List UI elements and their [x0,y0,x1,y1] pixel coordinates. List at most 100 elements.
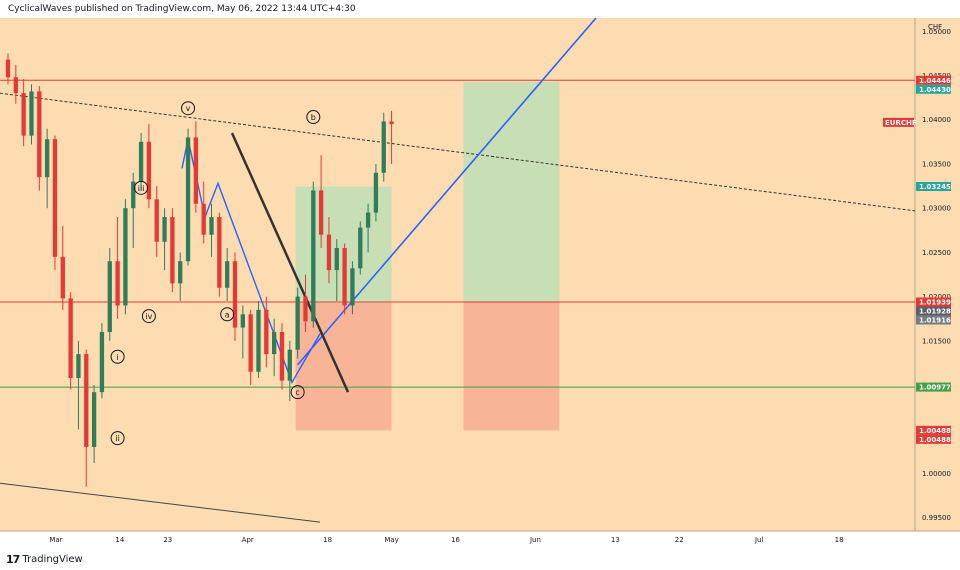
candle-body[interactable] [138,141,144,182]
candle-body[interactable] [381,121,386,173]
target-zone[interactable] [463,81,560,303]
candle-body[interactable] [350,268,355,306]
price-badge-label: 1.04446 [919,77,951,85]
wave-label-circle [220,307,235,322]
candle-body[interactable] [131,181,136,209]
candle-body[interactable] [365,212,371,228]
wave-label-v[interactable]: v [186,104,191,113]
x-tick-label: Mar [49,536,62,544]
candle-body[interactable] [358,227,363,269]
tradingview-logo-icon: 17 [6,553,20,566]
candle-body[interactable] [334,247,339,271]
price-badge [916,382,951,392]
price-badge [916,425,951,435]
x-tick-label: 18 [323,536,332,544]
candle-body[interactable] [225,261,230,288]
price-axis-background [915,18,960,531]
candle-body[interactable] [217,217,222,288]
lower-channel-line[interactable] [0,482,321,523]
y-tick-label: 1.05000 [922,28,951,36]
candle-body[interactable] [162,217,167,242]
candle-body[interactable] [232,261,238,328]
corrective-wave-line[interactable] [230,132,350,393]
wave-label-circle [134,180,149,195]
y-tick-label: 1.02000 [922,293,951,301]
old-stop-zone[interactable] [295,302,392,431]
candle-body[interactable] [115,261,120,306]
candle-body[interactable] [99,331,105,393]
candle-body[interactable] [264,309,269,355]
candle-body[interactable] [318,190,324,235]
candle-body[interactable] [326,234,332,271]
wave-label-a[interactable]: a [225,310,230,319]
wave-label-iii[interactable]: iii [138,184,145,193]
wave-label-iv[interactable]: iv [145,312,152,321]
candle-body[interactable] [107,261,112,332]
descending-trendline-dashed[interactable] [0,92,916,212]
candle-body[interactable] [271,331,277,355]
candle-body[interactable] [123,208,128,306]
candle-body[interactable] [68,298,73,378]
wave-label-circle [110,431,125,446]
price-badge [916,306,951,316]
wave-label-i[interactable]: i [116,353,118,362]
x-tick-label: Apr [242,536,254,544]
candle-body[interactable] [76,354,81,378]
candle-body[interactable] [13,77,18,94]
candle-body[interactable] [185,137,191,262]
candle-body[interactable] [91,392,97,447]
rising-trendline[interactable] [297,17,597,366]
candle-body[interactable] [342,247,347,306]
candle-body[interactable] [178,261,183,284]
candle-body[interactable] [248,314,253,372]
candle-body[interactable] [389,121,394,125]
x-tick-label: 22 [675,536,684,544]
wave-label-b[interactable]: b [311,113,316,122]
candle-body[interactable] [170,217,175,284]
x-tick-label: Jul [754,536,764,544]
x-tick-label: 18 [835,536,844,544]
candle-body[interactable] [303,296,308,322]
x-tick-label: 14 [115,536,124,544]
candle-body[interactable] [146,141,152,200]
candle-body[interactable] [154,199,159,242]
candle-body[interactable] [29,91,34,136]
y-tick-label: 1.00000 [922,470,951,478]
wave-label-circle [306,110,321,125]
price-badge [916,181,951,191]
stop-zone[interactable] [463,302,560,431]
x-tick-label: May [384,536,398,544]
candle-body[interactable] [295,296,300,350]
candle-body[interactable] [201,203,206,235]
candle-body[interactable] [84,354,89,447]
candle-body[interactable] [209,217,214,235]
price-badge-label: 1.01939 [919,299,951,307]
symbol-badge [883,117,914,127]
candle-body[interactable] [5,59,11,78]
wave-label-c[interactable]: c [295,388,299,397]
price-badge-label: 1.00977 [919,384,951,392]
candle-body[interactable] [60,256,65,299]
candle-body[interactable] [311,190,316,322]
candle-body[interactable] [21,93,26,136]
candle-body[interactable] [44,139,50,178]
wave-label-ii[interactable]: ii [115,434,119,443]
currency-label: CHF [928,23,942,31]
candle-body[interactable] [279,331,285,381]
candle-body[interactable] [373,172,379,213]
y-tick-label: 0.99500 [922,514,951,522]
candle-body[interactable] [193,137,199,204]
y-tick-label: 1.03000 [922,205,951,213]
candle-body[interactable] [240,314,245,328]
plot-background [0,18,915,531]
candle-body[interactable] [287,349,292,381]
price-badge [916,434,951,444]
candle-body[interactable] [256,309,261,372]
price-badge-label: 1.01916 [919,317,951,325]
x-tick-label: 23 [163,536,172,544]
wave-label-circle [181,101,196,116]
candle-body[interactable] [52,139,58,257]
price-badge-label: 1.04430 [919,86,951,94]
candle-body[interactable] [37,91,42,178]
